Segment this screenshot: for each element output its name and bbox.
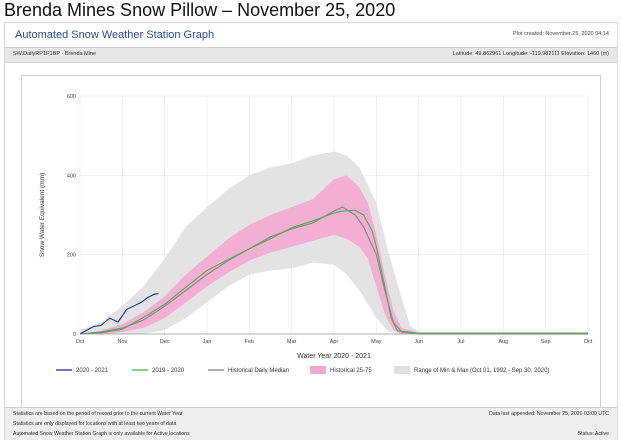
- swe-chart: 0 200 400 600 Oct Nov Dec Jan Feb Mar Apr May Jun Jul…: [39, 94, 593, 374]
- y-tick-label: 0: [73, 332, 76, 338]
- legend-label-prev: 2019 - 2020: [152, 368, 185, 374]
- x-tick-label: Nov: [117, 339, 127, 345]
- x-tick-label: Feb: [245, 339, 254, 345]
- legend-label-minmax: Range of Min & Max (Oct 01, 1992 - Sep 3…: [414, 368, 549, 374]
- legend-label-current: 2020 - 2021: [76, 368, 109, 374]
- page-headline: Brenda Mines Snow Pillow – November 25, …: [4, 0, 396, 20]
- plot-created-timestamp: Plot created: November 25, 2020 04:14: [512, 31, 609, 37]
- x-tick-label: Jun: [414, 339, 423, 345]
- x-tick-label: Dec: [160, 339, 170, 345]
- x-tick-label: Jan: [203, 339, 212, 345]
- band-minmax: [80, 151, 588, 334]
- station-id: SW.DailyRP1P1BP · Brenda Mine: [13, 51, 97, 57]
- x-tick-label: Mar: [287, 339, 297, 345]
- band-band25_75: [80, 175, 588, 334]
- station-location: Latitude: 49.862961 Longitude: -119.9821…: [452, 51, 609, 57]
- legend-label-band25_75: Historical 25-75: [330, 368, 372, 374]
- y-tick-label: 600: [67, 94, 76, 100]
- footer-note-stats: Statistics are only displayed for locati…: [13, 421, 177, 427]
- footer-note-period: Statistics are based on the period of re…: [13, 411, 183, 417]
- x-axis-label: Water Year 2020 - 2021: [297, 353, 371, 360]
- footer-status: Status: Active: [577, 431, 609, 437]
- station-info-bar: SW.DailyRP1P1BP · Brenda Mine Latitude: …: [5, 47, 617, 63]
- y-axis-label: Snow Water Equivalent (mm): [39, 173, 46, 257]
- y-tick-label: 400: [67, 173, 76, 179]
- y-tick-label: 200: [67, 253, 76, 259]
- x-tick-label: May: [371, 339, 382, 345]
- footer-bar: Statistics are based on the period of re…: [5, 407, 617, 440]
- graph-panel: Automated Snow Weather Station Graph Plo…: [4, 22, 618, 440]
- chart-container: 0 200 400 600 Oct Nov Dec Jan Feb Mar Apr May Jun Jul…: [21, 75, 601, 415]
- x-tick-label: Oct: [76, 339, 85, 345]
- x-tick-label: Sep: [541, 339, 551, 345]
- footer-last-appended: Data last appended: November 25, 2020 03…: [489, 411, 609, 417]
- x-tick-label: Jul: [457, 339, 464, 345]
- x-tick-label: Apr: [330, 339, 339, 345]
- app-title: Automated Snow Weather Station Graph: [15, 29, 215, 41]
- footer-note-availability: Automated Snow Weather Station Graph is …: [13, 431, 190, 437]
- legend-label-median: Historical Daily Median: [228, 368, 289, 374]
- series-line-current: [79, 292, 159, 335]
- legend-swatch-band25_75: [310, 366, 326, 374]
- x-tick-label: Aug: [498, 339, 508, 345]
- series-line-prev: [79, 209, 588, 335]
- legend-swatch-minmax: [394, 366, 410, 374]
- x-tick-label: Oct: [584, 339, 593, 345]
